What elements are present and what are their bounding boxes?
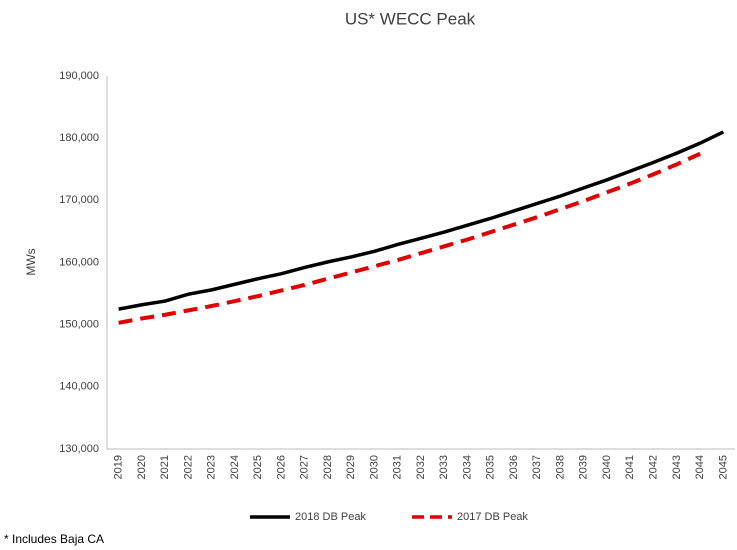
footnote: * Includes Baja CA xyxy=(4,532,104,546)
x-tick-label: 2024 xyxy=(229,455,241,479)
x-tick-label: 2040 xyxy=(601,455,613,479)
x-tick-label: 2020 xyxy=(136,455,148,479)
x-tick-label: 2025 xyxy=(252,455,264,479)
x-tick-label: 2031 xyxy=(392,455,404,479)
x-tick-label: 2036 xyxy=(508,455,520,479)
x-tick-label: 2022 xyxy=(182,455,194,479)
y-tick-label: 140,000 xyxy=(59,381,99,393)
y-axis-label: MWs xyxy=(24,248,38,275)
y-tick-label: 160,000 xyxy=(59,256,99,268)
x-tick-label: 2030 xyxy=(368,455,380,479)
y-tick-label: 150,000 xyxy=(59,319,99,331)
x-tick-label: 2045 xyxy=(717,455,729,479)
x-tick-label: 2041 xyxy=(624,455,636,479)
x-tick-label: 2021 xyxy=(159,455,171,479)
x-tick-label: 2039 xyxy=(578,455,590,479)
x-tick-label: 2043 xyxy=(671,455,683,479)
x-tick-label: 2037 xyxy=(531,455,543,479)
x-tick-label: 2029 xyxy=(345,455,357,479)
x-tick-label: 2042 xyxy=(647,455,659,479)
x-tick-label: 2027 xyxy=(299,455,311,479)
y-tick-label: 130,000 xyxy=(59,443,99,455)
x-tick-label: 2038 xyxy=(554,455,566,479)
legend-label: 2017 DB Peak xyxy=(457,511,528,523)
y-tick-label: 170,000 xyxy=(59,194,99,206)
x-tick-label: 2033 xyxy=(438,455,450,479)
series-line xyxy=(118,130,725,311)
x-tick-label: 2044 xyxy=(694,455,706,479)
x-tick-label: 2028 xyxy=(322,455,334,479)
series-line xyxy=(118,151,701,325)
x-tick-label: 2023 xyxy=(206,455,218,479)
y-tick-label: 180,000 xyxy=(59,132,99,144)
x-tick-label: 2035 xyxy=(485,455,497,479)
y-tick-label: 190,000 xyxy=(59,70,99,82)
x-tick-label: 2026 xyxy=(275,455,287,479)
chart-title: US* WECC Peak xyxy=(345,9,476,28)
x-tick-label: 2034 xyxy=(461,455,473,479)
x-tick-label: 2032 xyxy=(415,455,427,479)
x-tick-label: 2019 xyxy=(113,455,125,479)
legend-label: 2018 DB Peak xyxy=(295,511,366,523)
